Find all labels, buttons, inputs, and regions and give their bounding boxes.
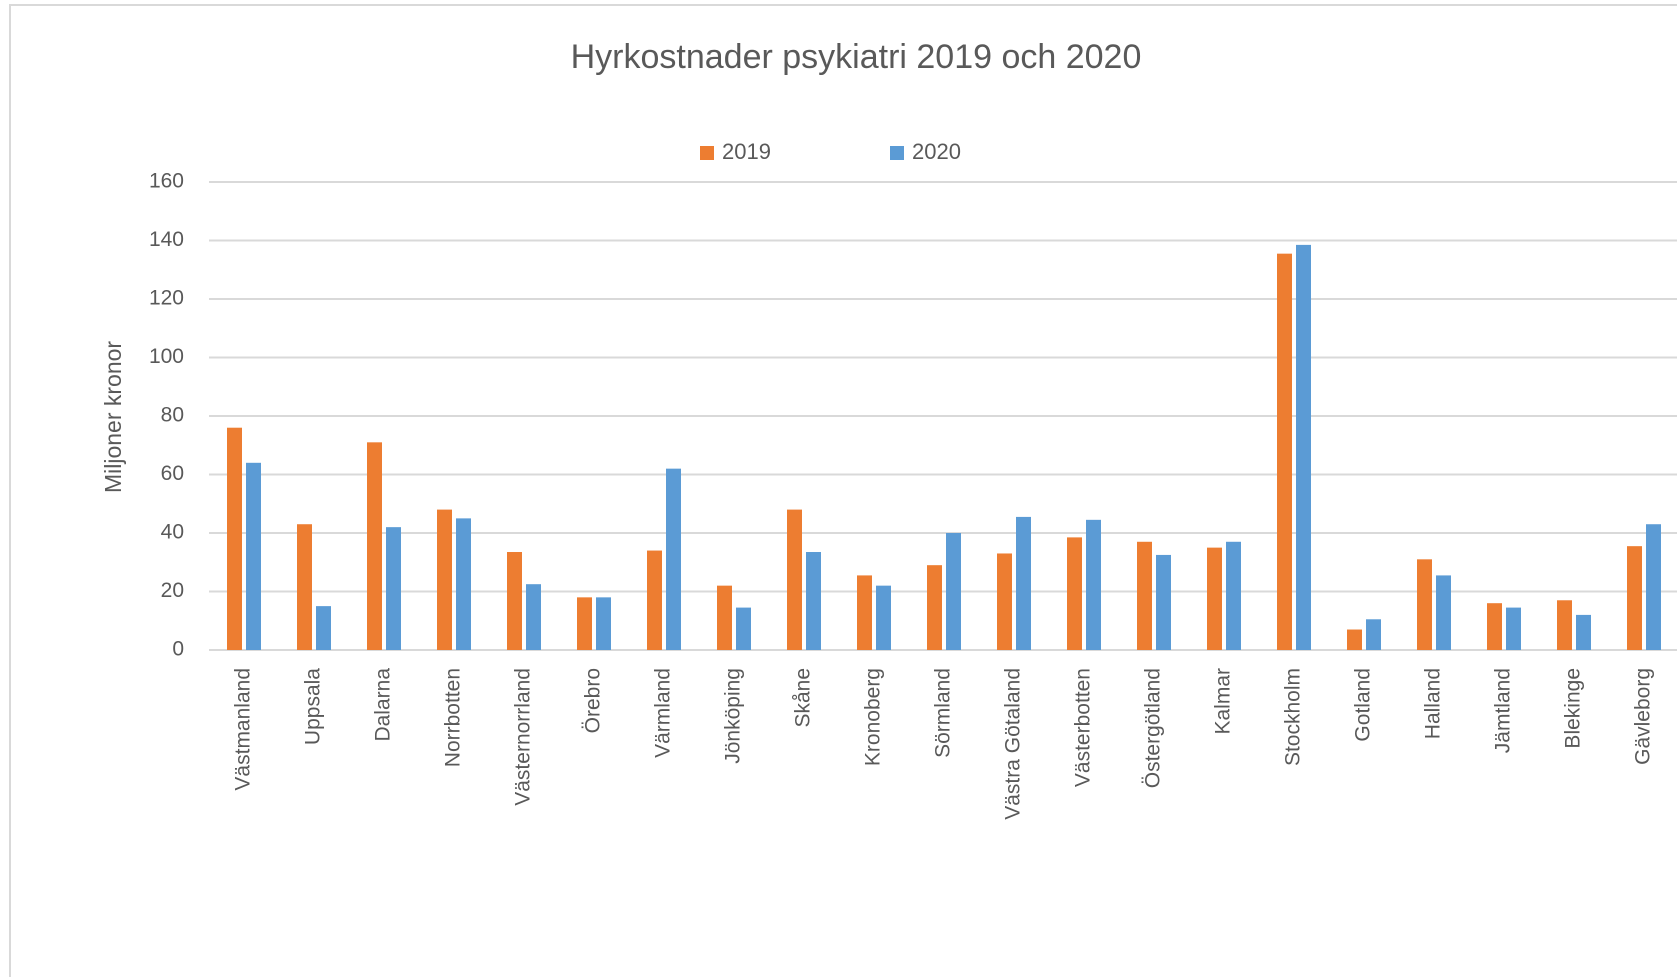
x-tick-label: Gotland — [1352, 668, 1375, 742]
legend-swatch — [700, 146, 714, 160]
bar — [367, 442, 382, 650]
bar — [577, 597, 592, 650]
bar — [297, 524, 312, 650]
bar — [1016, 516, 1031, 650]
chart-border — [9, 4, 1677, 977]
y-tick-label: 100 — [149, 345, 184, 368]
x-tick-label: Västra Götaland — [1002, 668, 1025, 820]
bar — [717, 585, 732, 650]
bar — [1576, 614, 1591, 650]
y-tick-label: 40 — [161, 521, 184, 544]
y-tick-label: 20 — [161, 579, 184, 602]
x-tick-label: Örebro — [582, 668, 605, 733]
x-tick-label: Västernorrland — [512, 668, 535, 806]
bar — [227, 427, 242, 650]
y-tick-label: 60 — [161, 462, 184, 485]
bar — [666, 468, 681, 650]
legend-label: 2019 — [722, 139, 771, 164]
x-tick-label: Dalarna — [372, 668, 395, 742]
y-tick-label: 80 — [161, 404, 184, 427]
bar — [1277, 253, 1292, 650]
bar — [1226, 541, 1241, 650]
x-tick-label: Kalmar — [1212, 668, 1235, 735]
bar — [946, 533, 961, 650]
y-tick-label: 160 — [149, 170, 184, 193]
y-tick-label: 120 — [149, 287, 184, 310]
x-tick-label: Skåne — [792, 668, 815, 728]
y-tick-label: 0 — [172, 638, 184, 661]
legend-swatch — [890, 146, 904, 160]
bar — [507, 552, 522, 650]
x-tick-label: Norrbotten — [442, 668, 465, 767]
bar — [787, 509, 802, 650]
x-tick-label: Värmland — [652, 668, 675, 758]
bar — [1366, 619, 1381, 650]
bar — [1646, 524, 1661, 650]
x-tick-label: Gävleborg — [1632, 668, 1655, 765]
bar — [1137, 541, 1152, 650]
bar — [857, 575, 872, 650]
bar — [456, 518, 471, 650]
chart-title: Hyrkostnader psykiatri 2019 och 2020 — [571, 38, 1142, 76]
bar — [1557, 600, 1572, 650]
bar — [1506, 607, 1521, 650]
y-tick-label: 140 — [149, 228, 184, 251]
bar — [806, 552, 821, 650]
x-tick-label: Stockholm — [1282, 668, 1305, 766]
bar — [316, 606, 331, 650]
bar — [876, 585, 891, 650]
bar — [1347, 629, 1362, 650]
bar — [927, 565, 942, 650]
bar — [437, 509, 452, 650]
bar — [1417, 559, 1432, 650]
bar — [736, 607, 751, 650]
x-tick-label: Blekinge — [1562, 668, 1585, 749]
bar — [1436, 575, 1451, 650]
x-tick-label: Uppsala — [302, 668, 325, 745]
bar — [997, 553, 1012, 650]
bar — [1207, 547, 1222, 650]
bar — [1086, 519, 1101, 650]
x-tick-label: Västerbotten — [1072, 668, 1095, 787]
bar — [246, 462, 261, 650]
bar — [1156, 554, 1171, 650]
bar — [1487, 603, 1502, 650]
x-tick-label: Jämtland — [1492, 668, 1515, 753]
bar — [1627, 546, 1642, 650]
y-axis-label: Miljoner kronor — [100, 341, 126, 493]
bar — [596, 597, 611, 650]
x-tick-label: Västmanland — [232, 668, 255, 791]
bar — [386, 527, 401, 650]
bar — [1067, 537, 1082, 650]
x-tick-label: Halland — [1422, 668, 1445, 739]
bar — [647, 550, 662, 650]
x-tick-label: Kronoberg — [862, 668, 885, 766]
bar — [526, 584, 541, 650]
legend-label: 2020 — [912, 139, 961, 164]
x-tick-label: Jönköping — [722, 668, 745, 764]
bar — [1296, 244, 1311, 650]
x-tick-label: Östergötland — [1142, 668, 1165, 788]
x-tick-label: Sörmland — [932, 668, 955, 758]
